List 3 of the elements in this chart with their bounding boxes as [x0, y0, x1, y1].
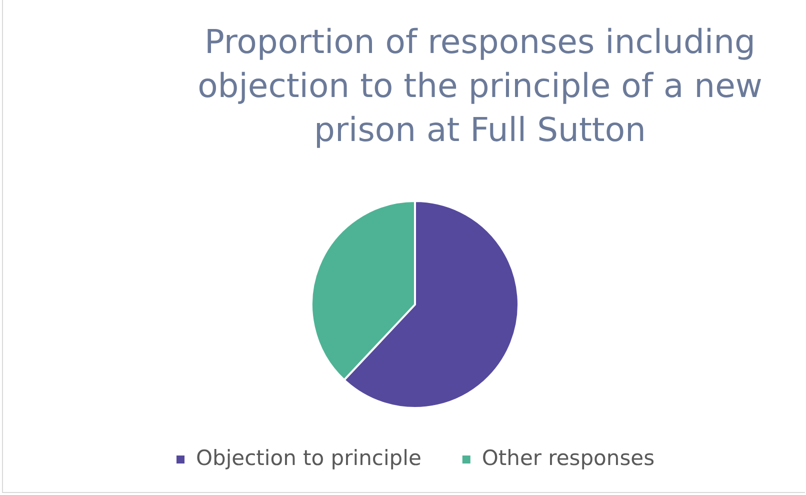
chart-title: Proportion of responses including objection to the principle of a new prison at Full Sutton — [196, 21, 764, 151]
legend-label: Objection to principle — [196, 446, 422, 470]
legend-label: Other responses — [482, 446, 655, 470]
